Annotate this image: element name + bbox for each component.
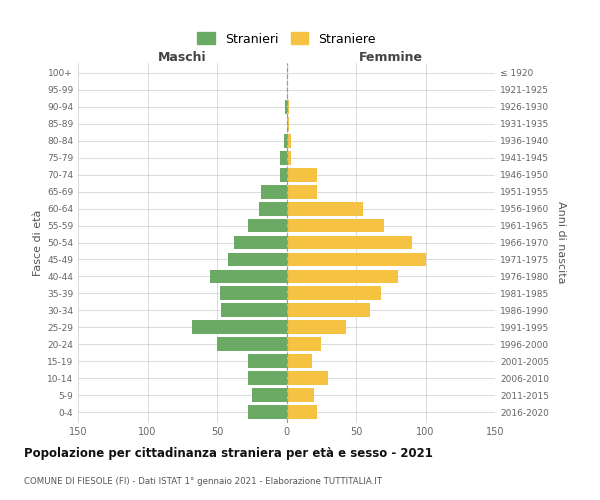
Bar	[287, 406, 317, 419]
Bar	[220, 286, 287, 300]
Bar	[284, 134, 287, 147]
Bar	[221, 304, 287, 318]
Bar	[280, 150, 287, 164]
Bar	[287, 134, 290, 147]
Bar	[287, 184, 317, 198]
Text: Maschi: Maschi	[158, 51, 206, 64]
Bar	[228, 252, 287, 266]
Bar	[262, 184, 287, 198]
Text: Femmine: Femmine	[359, 51, 423, 64]
Bar	[248, 354, 287, 368]
Bar	[233, 236, 287, 250]
Y-axis label: Fasce di età: Fasce di età	[33, 210, 43, 276]
Bar	[248, 406, 287, 419]
Bar	[287, 320, 346, 334]
Bar	[210, 270, 287, 283]
Bar	[287, 116, 289, 130]
Bar	[287, 252, 425, 266]
Bar	[280, 168, 287, 181]
Bar	[287, 338, 321, 351]
Y-axis label: Anni di nascita: Anni di nascita	[556, 201, 566, 284]
Bar	[287, 372, 328, 386]
Legend: Stranieri, Straniere: Stranieri, Straniere	[192, 28, 381, 50]
Text: Popolazione per cittadinanza straniera per età e sesso - 2021: Popolazione per cittadinanza straniera p…	[24, 448, 433, 460]
Bar	[287, 304, 370, 318]
Text: COMUNE DI FIESOLE (FI) - Dati ISTAT 1° gennaio 2021 - Elaborazione TUTTITALIA.IT: COMUNE DI FIESOLE (FI) - Dati ISTAT 1° g…	[24, 478, 382, 486]
Bar	[287, 218, 384, 232]
Bar	[287, 286, 381, 300]
Bar	[287, 270, 398, 283]
Bar	[285, 100, 287, 114]
Bar	[248, 372, 287, 386]
Bar	[287, 202, 363, 215]
Bar	[252, 388, 287, 402]
Bar	[287, 388, 314, 402]
Bar	[287, 168, 317, 181]
Bar	[248, 218, 287, 232]
Bar	[287, 100, 289, 114]
Bar	[287, 354, 311, 368]
Bar	[192, 320, 287, 334]
Bar	[287, 150, 290, 164]
Bar	[217, 338, 287, 351]
Bar	[259, 202, 287, 215]
Bar	[287, 236, 412, 250]
